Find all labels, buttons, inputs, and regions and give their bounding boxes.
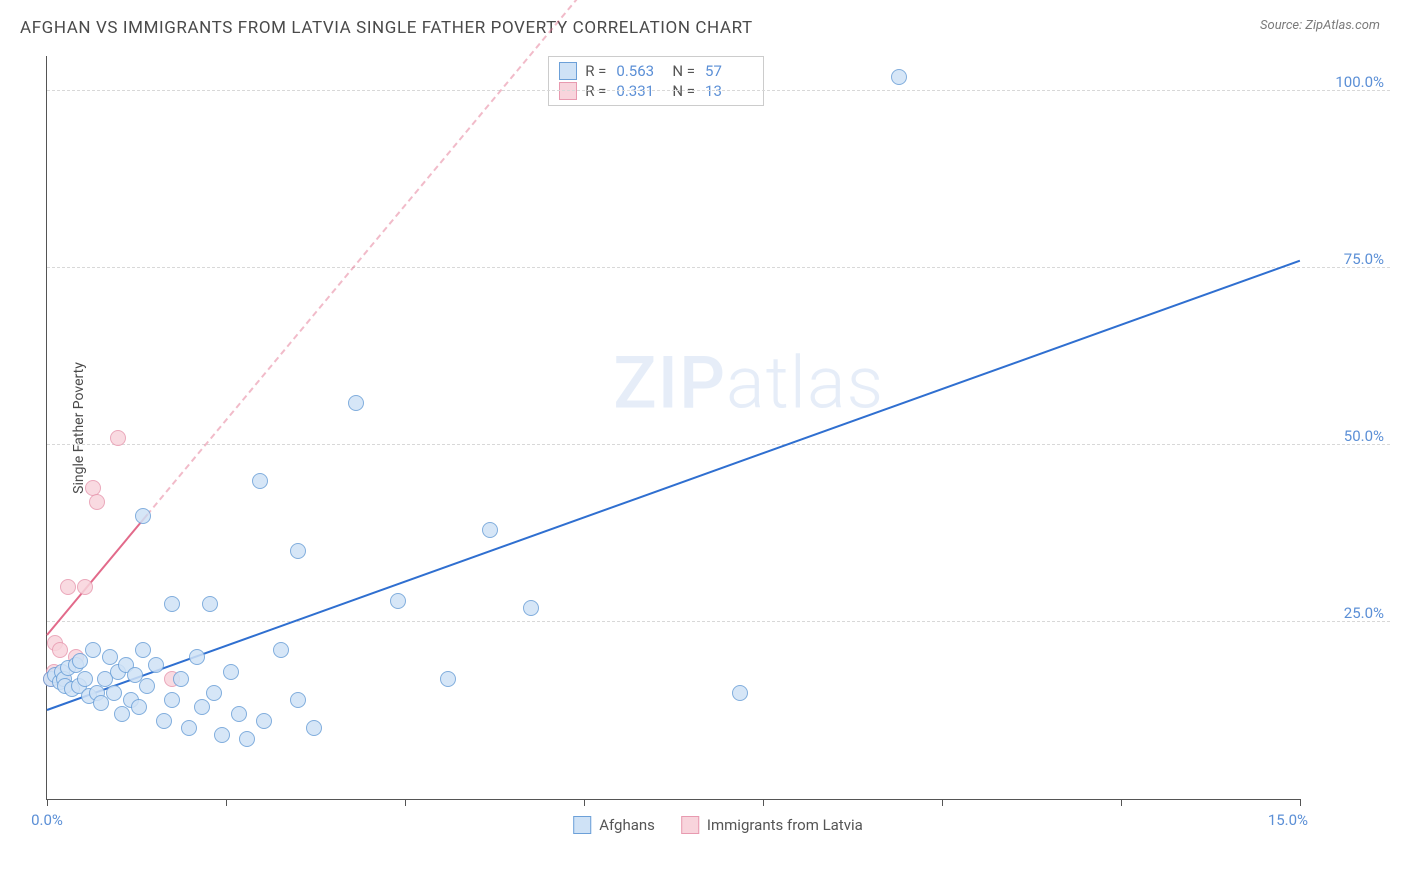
data-point — [306, 720, 322, 736]
data-point — [482, 522, 498, 538]
data-point — [290, 692, 306, 708]
data-point — [77, 579, 93, 595]
swatch-afghans — [559, 62, 577, 80]
data-point — [223, 664, 239, 680]
legend-row-afghans: R = 0.563 N = 57 — [559, 61, 753, 81]
data-point — [194, 699, 210, 715]
gridline — [47, 444, 1390, 445]
legend-item-afghans: Afghans — [573, 816, 655, 834]
gridline — [47, 621, 1390, 622]
data-point — [164, 692, 180, 708]
data-point — [252, 473, 268, 489]
x-tick — [226, 799, 227, 806]
data-point — [214, 727, 230, 743]
data-point — [164, 596, 180, 612]
data-point — [181, 720, 197, 736]
trend-line — [46, 514, 148, 636]
x-tick — [47, 799, 48, 806]
data-point — [206, 685, 222, 701]
data-point — [290, 543, 306, 559]
data-point — [189, 649, 205, 665]
data-point — [440, 671, 456, 687]
data-point — [114, 706, 130, 722]
data-point — [348, 395, 364, 411]
swatch-latvia — [681, 816, 699, 834]
data-point — [173, 671, 189, 687]
x-tick — [405, 799, 406, 806]
r-label: R = — [585, 62, 606, 80]
data-point — [273, 642, 289, 658]
data-point — [523, 600, 539, 616]
chart-container: Single Father Poverty R = 0.563 N = 57 R… — [46, 56, 1390, 838]
data-point — [139, 678, 155, 694]
x-tick — [942, 799, 943, 806]
data-point — [148, 657, 164, 673]
n-label: N = — [672, 62, 695, 80]
x-tick — [763, 799, 764, 806]
series-legend: Afghans Immigrants from Latvia — [573, 816, 863, 834]
data-point — [131, 699, 147, 715]
y-tick-label: 25.0% — [1344, 604, 1384, 622]
data-point — [891, 69, 907, 85]
data-point — [732, 685, 748, 701]
x-tick — [1121, 799, 1122, 806]
gridline — [47, 267, 1390, 268]
y-tick-label: 50.0% — [1344, 427, 1384, 445]
r-value-afghans: 0.563 — [616, 62, 664, 80]
y-tick-label: 100.0% — [1335, 73, 1384, 91]
data-point — [135, 508, 151, 524]
data-point — [156, 713, 172, 729]
data-point — [85, 642, 101, 658]
data-point — [239, 731, 255, 747]
data-point — [52, 642, 68, 658]
data-point — [202, 596, 218, 612]
data-point — [106, 685, 122, 701]
n-value-afghans: 57 — [705, 62, 753, 80]
y-axis-label: Single Father Poverty — [71, 362, 87, 494]
data-point — [135, 642, 151, 658]
legend-item-latvia: Immigrants from Latvia — [681, 816, 863, 834]
plot-area: Single Father Poverty R = 0.563 N = 57 R… — [46, 56, 1300, 800]
data-point — [110, 430, 126, 446]
gridline — [47, 90, 1390, 91]
x-tick-label: 0.0% — [31, 811, 63, 829]
swatch-afghans — [573, 816, 591, 834]
x-tick — [1300, 799, 1301, 806]
data-point — [256, 713, 272, 729]
data-point — [89, 494, 105, 510]
correlation-legend: R = 0.563 N = 57 R = 0.331 N = 13 — [548, 56, 764, 106]
x-tick-label: 15.0% — [1268, 811, 1308, 829]
data-point — [60, 579, 76, 595]
legend-label-latvia: Immigrants from Latvia — [707, 816, 863, 834]
watermark: ZIPatlas — [613, 340, 884, 425]
source-attribution: Source: ZipAtlas.com — [1260, 18, 1380, 33]
legend-label-afghans: Afghans — [599, 816, 655, 834]
data-point — [390, 593, 406, 609]
x-tick — [584, 799, 585, 806]
chart-title: AFGHAN VS IMMIGRANTS FROM LATVIA SINGLE … — [20, 18, 753, 38]
data-point — [231, 706, 247, 722]
trend-line — [47, 259, 1301, 710]
y-tick-label: 75.0% — [1344, 250, 1384, 268]
data-point — [77, 671, 93, 687]
